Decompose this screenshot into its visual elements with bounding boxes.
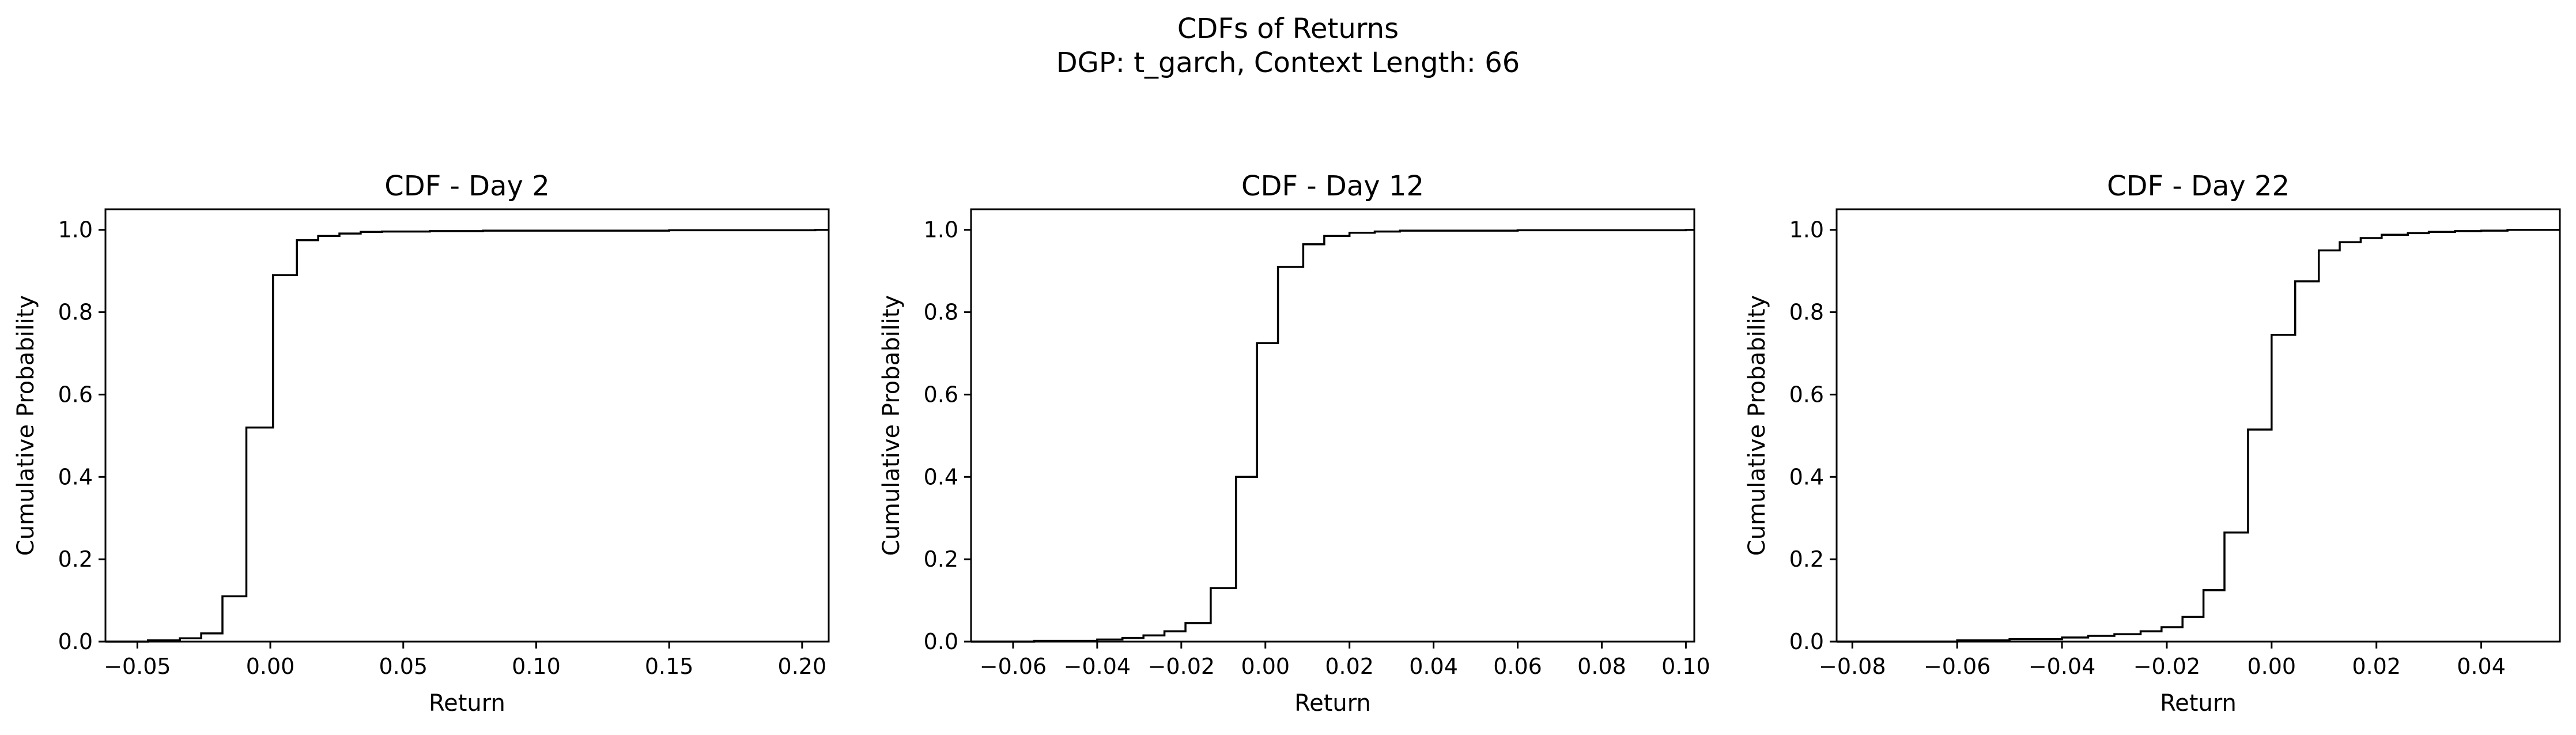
x-tick-label: 0.04 (2457, 654, 2506, 679)
y-tick-label: 0.2 (924, 546, 958, 572)
subplot-title: CDF - Day 22 (2107, 170, 2290, 202)
x-tick-label: −0.02 (2133, 654, 2200, 679)
x-tick-label: 0.00 (2248, 654, 2297, 679)
x-tick-label: −0.06 (1924, 654, 1990, 679)
figure-title-line2: DGP: t_garch, Context Length: 66 (1056, 47, 1520, 79)
y-tick-label: 0.8 (1789, 300, 1824, 325)
y-tick-label: 0.0 (1789, 629, 1824, 654)
y-tick-label: 0.8 (58, 300, 93, 325)
y-axis-label: Cumulative Probability (1744, 295, 1770, 556)
x-tick-label: 0.05 (379, 654, 428, 679)
subplot-title: CDF - Day 12 (1241, 170, 1424, 202)
y-tick-label: 0.6 (1789, 382, 1824, 407)
subplot-1: CDF - Day 2 −0.05 0.00 0.05 0.10 0.15 0.20 0.0 0… (13, 170, 830, 717)
y-tick-label: 0.6 (58, 382, 93, 407)
subplots: CDF - Day 2−0.05 0.00 0.05 0.10 0.15 0.200.00… (13, 170, 2561, 717)
x-axis-label: Return (429, 690, 505, 717)
figure-title-line1: CDFs of Returns (1177, 13, 1399, 45)
x-tick-label: 0.02 (2352, 654, 2401, 679)
cdf-series-line (105, 228, 829, 643)
y-tick-label: 0.4 (924, 464, 958, 489)
y-tick-label: 0.2 (1789, 546, 1824, 572)
x-tick-label: −0.04 (1064, 654, 1131, 679)
x-axis-label: Return (2160, 690, 2237, 717)
y-tick-label: 1.0 (58, 217, 93, 243)
y-tick-label: 0.0 (924, 629, 958, 654)
x-axis-label: Return (1294, 690, 1371, 717)
cdf-series-line (971, 228, 1694, 643)
y-tick-label: 1.0 (1789, 217, 1824, 243)
x-tick-label: 0.00 (1241, 654, 1290, 679)
x-tick-label: 0.04 (1409, 654, 1458, 679)
x-tick-label: −0.02 (1148, 654, 1215, 679)
x-tick-label: 0.00 (246, 654, 295, 679)
subplot-2: CDF - Day 12 −0.06 −0.04 −0.02 0.00 0.02 0.04 0… (878, 170, 1710, 717)
x-tick-label: −0.06 (980, 654, 1047, 679)
x-tick-label: 0.08 (1577, 654, 1626, 679)
y-tick-label: 0.6 (924, 382, 958, 407)
x-tick-label: 0.10 (512, 654, 561, 679)
x-tick-label: 0.20 (778, 654, 827, 679)
y-axis-label: Cumulative Probability (13, 295, 39, 556)
y-tick-label: 0.4 (1789, 464, 1824, 489)
y-axis-label: Cumulative Probability (878, 295, 905, 556)
x-tick-label: 0.02 (1325, 654, 1374, 679)
y-tick-label: 0.0 (58, 629, 93, 654)
x-tick-label: −0.08 (1819, 654, 1886, 679)
x-tick-label: 0.06 (1493, 654, 1542, 679)
y-tick-label: 0.2 (58, 546, 93, 572)
x-tick-label: −0.04 (2029, 654, 2095, 679)
y-tick-label: 1.0 (924, 217, 958, 243)
axes-frame (1835, 208, 2561, 643)
axes-frame (970, 208, 1695, 643)
cdf-series-line (1837, 228, 2560, 643)
subplot-3: CDF - Day 22 −0.08 −0.06 −0.04 −0.02 0.00 0.02… (1744, 170, 2561, 717)
x-tick-label: 0.15 (645, 654, 694, 679)
y-tick-label: 0.4 (58, 464, 93, 489)
axes-frame (104, 208, 830, 643)
x-tick-label: 0.10 (1661, 654, 1710, 679)
y-tick-label: 0.8 (924, 300, 958, 325)
subplot-title: CDF - Day 2 (384, 170, 550, 202)
x-tick-label: −0.05 (104, 654, 171, 679)
